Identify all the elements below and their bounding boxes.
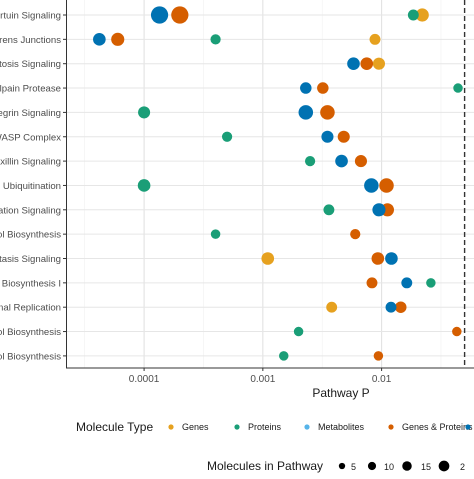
category-label: alpain Protease (0, 84, 61, 95)
category-label: n Ubiquitination (0, 181, 61, 192)
data-point (326, 302, 337, 313)
data-point (373, 58, 385, 70)
x-tick-label: 0.001 (250, 374, 275, 385)
data-point (222, 132, 232, 142)
data-point (364, 178, 379, 193)
category-label: Sirtuin Signaling (0, 11, 61, 22)
legend-size-key (439, 461, 450, 472)
data-point (367, 277, 378, 288)
legend-swatch (465, 424, 470, 429)
x-tick-label: 0.0001 (129, 374, 160, 385)
category-label: rol Biosynthesis (0, 351, 61, 362)
data-point (300, 82, 312, 94)
y-axis-labels: Sirtuin Signaling erens Junctions otosis S… (0, 11, 66, 363)
legend-title: Molecules in Pathway (207, 459, 323, 473)
legend-label: Genes & Proteins (402, 422, 473, 432)
data-point (299, 105, 314, 120)
plot-panel (66, 0, 474, 368)
data-point (401, 277, 412, 288)
category-label: WASP Complex (0, 132, 61, 143)
legend-label: 15 (421, 462, 431, 472)
data-point (386, 302, 397, 313)
data-point (317, 82, 329, 94)
data-point (379, 178, 394, 193)
legend-swatch (304, 424, 309, 429)
legend-label: 10 (384, 462, 394, 472)
category-label: otosis Signaling (0, 59, 61, 70)
legend-molecules-in-pathway: Molecules in Pathway 5 10 15 2 (207, 459, 465, 473)
data-point (372, 252, 385, 265)
legend-swatch (168, 424, 173, 429)
data-point (151, 6, 168, 23)
category-label: rol Biosynthesis (0, 327, 61, 338)
category-label: e Biosynthesis I (0, 278, 61, 289)
data-point (355, 155, 367, 167)
data-point (452, 327, 461, 336)
data-point (321, 131, 333, 143)
data-point (305, 156, 315, 166)
data-point (372, 203, 385, 216)
data-point (138, 106, 150, 118)
data-point (374, 351, 383, 360)
data-point (360, 57, 373, 70)
data-point (350, 229, 360, 239)
legend-label: Metabolites (318, 422, 365, 432)
data-point (395, 301, 407, 313)
data-point (426, 278, 435, 287)
legend-label: 2 (460, 462, 465, 472)
legend-size-key (368, 462, 376, 470)
legend-size-key (339, 463, 345, 469)
data-point (320, 105, 335, 120)
data-point (171, 6, 188, 23)
data-point (385, 252, 398, 265)
category-label: stasis Signaling (0, 254, 61, 265)
data-point (338, 131, 350, 143)
legend-label: Genes (182, 422, 209, 432)
legend-label: 5 (351, 462, 356, 472)
legend-size-key (402, 461, 412, 471)
category-label: tegrin Signaling (0, 108, 61, 119)
data-point (335, 155, 348, 168)
data-point (210, 34, 220, 44)
data-point (93, 33, 106, 46)
legend-swatch (388, 424, 393, 429)
data-point (453, 83, 462, 92)
category-label: sation Signaling (0, 205, 61, 216)
legend-title: Molecule Type (76, 420, 153, 434)
data-point (211, 229, 220, 238)
data-point (370, 34, 381, 45)
legend-molecule-type: Molecule Type Genes Proteins Metabolites Gen… (76, 420, 473, 434)
data-point (138, 179, 151, 192)
x-tick-label: 0.01 (372, 374, 392, 385)
data-point (261, 252, 274, 265)
x-axis-title: Pathway P (312, 386, 369, 400)
legend-label: Proteins (248, 422, 282, 432)
data-point (279, 351, 288, 360)
data-point (111, 33, 124, 46)
category-label: axillin Signaling (0, 157, 61, 168)
category-label: rol Biosynthesis (0, 230, 61, 241)
data-point (294, 327, 303, 336)
legend-swatch (234, 424, 239, 429)
data-point (323, 204, 334, 215)
category-label: mal Replication (0, 303, 61, 314)
data-point (347, 57, 360, 70)
data-point (408, 10, 419, 21)
category-label: erens Junctions (0, 35, 61, 46)
